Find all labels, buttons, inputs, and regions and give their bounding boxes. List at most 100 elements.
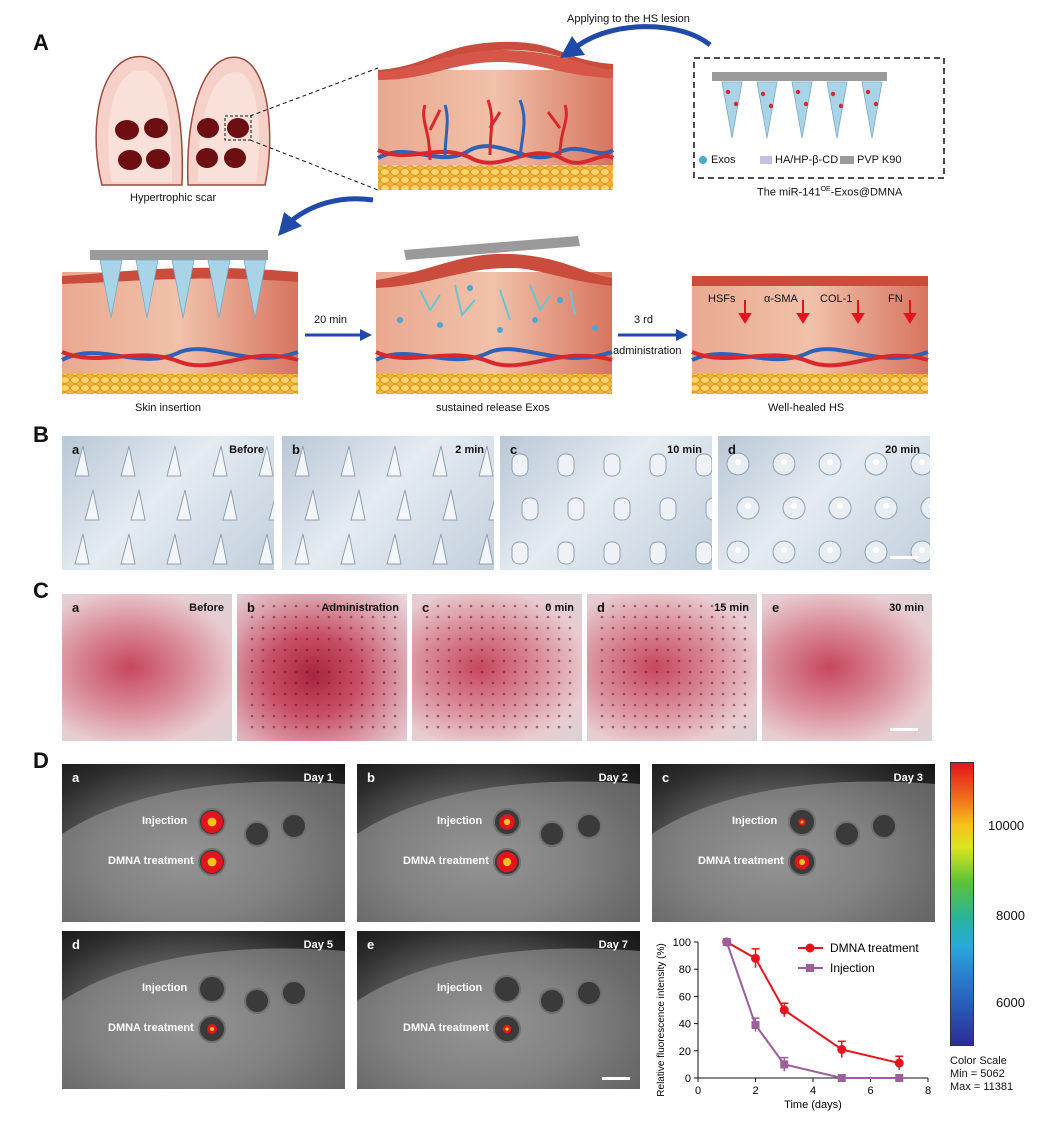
x-tick-label: 0 (695, 1085, 701, 1097)
sub-label: d (728, 442, 736, 457)
microneedle-photo: a Before (62, 436, 274, 570)
label-fn: FN (888, 293, 903, 305)
label-20min: 20 min (314, 314, 348, 326)
x-tick-label: 8 (925, 1085, 931, 1097)
panel-label-d: D (33, 748, 49, 773)
y-tick-label: 100 (673, 937, 691, 949)
day-label: Day 7 (598, 939, 628, 951)
sub-label: d (597, 600, 605, 615)
label-hypertrophic-scar: Hypertrophic scar (130, 192, 217, 204)
data-point (780, 1060, 789, 1069)
label-3rd: 3 rd (634, 314, 653, 326)
label-col1: COL-1 (820, 293, 853, 305)
legend-marker (806, 964, 814, 972)
day-label: Day 2 (598, 772, 628, 784)
x-tick-label: 4 (810, 1085, 816, 1097)
time-label: 15 min (714, 602, 749, 614)
microneedle-photo: c 10 min (500, 436, 712, 570)
dmna-treatment-label: DMNA treatment (108, 855, 194, 867)
label-skin-insertion: Skin insertion (135, 402, 202, 414)
y-tick-label: 20 (679, 1046, 691, 1058)
skin-block-lesion (377, 41, 615, 190)
label-hsfs: HSFs (708, 293, 736, 305)
panel-label-c: C (33, 578, 49, 603)
color-scale-min: Min = 5062 (950, 1068, 1005, 1080)
skin-block-release (375, 236, 613, 394)
day-label: Day 3 (893, 772, 923, 784)
legend-label: DMNA treatment (830, 941, 919, 955)
dmna-box (693, 57, 945, 179)
sub-label: a (72, 442, 80, 457)
dmna-treatment-label: DMNA treatment (403, 1022, 489, 1034)
sub-label: a (72, 600, 80, 615)
color-scale-bar (950, 762, 974, 1046)
x-tick-label: 2 (752, 1085, 758, 1097)
skin-photo: b Administration (237, 594, 407, 741)
panel-a-schematic (61, 24, 945, 394)
y-tick-label: 60 (679, 991, 691, 1003)
panel-label-a: A (33, 30, 49, 55)
injection-label: Injection (437, 815, 483, 827)
day-label: Day 5 (303, 939, 333, 951)
dmna-title: The miR-141OE-Exos@DMNA (757, 186, 903, 199)
label-asma: α-SMA (764, 293, 798, 305)
panel-label-b: B (33, 422, 49, 447)
fluorescence-photo: d Day 5 Injection DMNA treatment (62, 931, 345, 1089)
data-point (751, 1020, 760, 1029)
scale-bar (890, 728, 918, 731)
hypertrophic-scar-illustration (95, 55, 379, 191)
injection-label: Injection (142, 815, 188, 827)
color-tick-8000: 8000 (996, 908, 1025, 923)
label-administration: administration (613, 345, 682, 357)
sub-label: b (292, 442, 300, 457)
injection-label: Injection (732, 815, 778, 827)
y-tick-label: 40 (679, 1019, 691, 1031)
microneedle-photo: d 20 min (718, 436, 930, 570)
data-point (779, 1005, 789, 1015)
data-point (751, 953, 760, 963)
scale-bar (602, 1077, 630, 1080)
data-point (837, 1074, 846, 1082)
y-tick-label: 80 (679, 964, 691, 976)
time-label: 10 min (667, 444, 702, 456)
skin-photo: a Before (62, 594, 232, 741)
sub-label: c (662, 770, 670, 785)
legend-marker (805, 943, 815, 953)
skin-photo: e 30 min (762, 594, 932, 741)
scale-bar (890, 556, 918, 559)
color-tick-6000: 6000 (996, 995, 1025, 1010)
dmna-treatment-label: DMNA treatment (403, 855, 489, 867)
dmna-treatment-label: DMNA treatment (108, 1022, 194, 1034)
legend-label: Injection (830, 961, 875, 975)
fluorescence-photo: b Day 2 Injection DMNA treatment (357, 764, 640, 922)
dmna-treatment-label: DMNA treatment (698, 855, 784, 867)
legend-exos: Exos (711, 154, 736, 166)
label-well-healed: Well-healed HS (768, 402, 845, 414)
x-tick-label: 6 (867, 1085, 873, 1097)
time-label: Before (189, 602, 224, 614)
skin-block-healed (691, 276, 929, 394)
legend-pvp: PVP K90 (857, 154, 902, 166)
sub-label: a (72, 770, 80, 785)
sub-label: b (247, 600, 255, 615)
sub-label: d (72, 937, 80, 952)
color-scale-title: Color Scale (950, 1055, 1007, 1067)
skin-photo: d 15 min (587, 594, 757, 741)
x-axis-label: Time (days) (784, 1099, 842, 1111)
y-axis-label: Relative fluorescence intensity (%) (656, 943, 667, 1096)
sub-label: e (367, 937, 375, 952)
time-label: 2 min (455, 444, 484, 456)
legend-ha: HA/HP-β-CD (775, 154, 839, 166)
color-scale-max: Max = 11381 (950, 1081, 1014, 1093)
skin-block-insertion (61, 250, 299, 394)
label-sustained-release: sustained release Exos (436, 402, 550, 414)
fluorescence-photo: e Day 7 Injection DMNA treatment (357, 931, 640, 1089)
time-label: 20 min (885, 444, 920, 456)
fluorescence-photo: a Day 1 Injection DMNA treatment (62, 764, 345, 922)
sub-label: c (510, 442, 518, 457)
sub-label: b (367, 770, 375, 785)
time-label: Before (229, 444, 264, 456)
data-point (837, 1044, 847, 1054)
y-tick-label: 0 (685, 1073, 691, 1085)
fluorescence-photo: c Day 3 Injection DMNA treatment (652, 764, 935, 922)
